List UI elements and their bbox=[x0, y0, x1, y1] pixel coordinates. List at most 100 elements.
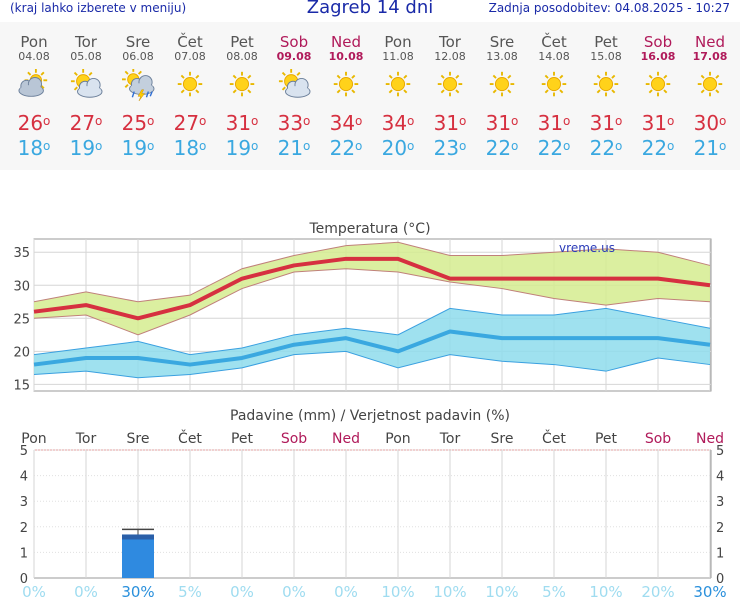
degree-mark: o bbox=[43, 114, 51, 128]
temp-min: 19o bbox=[60, 135, 112, 161]
temp-min: 22o bbox=[320, 135, 372, 161]
sun-icon bbox=[177, 71, 203, 97]
temp-max-value: 31 bbox=[433, 111, 460, 135]
degree-mark: o bbox=[95, 139, 103, 153]
day-name: Ned bbox=[331, 33, 361, 51]
day-date: 10.08 bbox=[328, 50, 364, 63]
band-lower-edge bbox=[33, 350, 711, 379]
day-date: 17.08 bbox=[692, 50, 728, 63]
temp-min-value: 22 bbox=[641, 136, 668, 160]
day-name: Sob bbox=[643, 33, 673, 51]
day-column: Sob 09.08 33o 21o bbox=[268, 22, 320, 161]
day-name: Pet bbox=[230, 33, 254, 51]
temp-max: 31o bbox=[580, 111, 632, 135]
day-date: 07.08 bbox=[174, 50, 206, 63]
temp-max-value: 31 bbox=[641, 111, 668, 135]
y-tick-label: 25 bbox=[13, 312, 30, 327]
day-name: Pon bbox=[384, 33, 412, 51]
daily-forecast-strip: Pon 04.08 26o 18o Tor 05.08 27o 19o Sre 06… bbox=[0, 22, 740, 170]
temp-min-value: 18 bbox=[17, 136, 44, 160]
temp-min: 20o bbox=[372, 135, 424, 161]
degree-mark: o bbox=[199, 114, 207, 128]
day-label: Čet bbox=[542, 429, 566, 447]
temp-min-value: 22 bbox=[537, 136, 564, 160]
precip-probability: 0% bbox=[282, 583, 306, 600]
degree-mark: o bbox=[667, 114, 675, 128]
degree-mark: o bbox=[251, 139, 259, 153]
day-date: 13.08 bbox=[486, 50, 518, 63]
temp-min: 21o bbox=[684, 135, 736, 161]
temp-min-value: 21 bbox=[277, 136, 304, 160]
degree-mark: o bbox=[563, 114, 571, 128]
header-bar: (kraj lahko izberete v meniju) Zagreb 14… bbox=[0, 0, 740, 22]
sun-cloud-icon bbox=[278, 69, 311, 98]
day-date: 06.08 bbox=[122, 50, 154, 63]
sun-icon bbox=[489, 71, 515, 97]
temp-min-value: 18 bbox=[173, 136, 200, 160]
cloud-sun-icon bbox=[18, 69, 48, 97]
degree-mark: o bbox=[147, 139, 155, 153]
day-name: Pet bbox=[594, 33, 618, 51]
day-name: Tor bbox=[75, 33, 97, 51]
temp-min: 19o bbox=[112, 135, 164, 161]
day-label: Pon bbox=[385, 431, 410, 447]
precip-probability: 0% bbox=[230, 583, 254, 600]
precip-probability: 0% bbox=[74, 583, 98, 600]
temp-max: 31o bbox=[476, 111, 528, 135]
day-column: Sre 06.08 25o 19o bbox=[112, 22, 164, 161]
day-column: Pet 15.08 31o 22o bbox=[580, 22, 632, 161]
degree-mark: o bbox=[459, 139, 467, 153]
day-name: Sob bbox=[279, 33, 309, 51]
precip-bar bbox=[122, 534, 154, 578]
day-column: Ned 10.08 34o 22o bbox=[320, 22, 372, 161]
degree-mark: o bbox=[459, 114, 467, 128]
precip-bar-top bbox=[122, 534, 154, 540]
band-lower-edge bbox=[33, 268, 711, 336]
max-temp-range-band bbox=[34, 242, 710, 335]
day-label: Ned bbox=[332, 431, 360, 447]
sun-icon bbox=[437, 71, 463, 97]
degree-mark: o bbox=[407, 114, 415, 128]
temp-max-value: 26 bbox=[17, 111, 44, 135]
day-label: Ned bbox=[696, 431, 724, 447]
page-title: Zagreb 14 dni bbox=[306, 0, 434, 18]
temp-max: 25o bbox=[112, 111, 164, 135]
y-tick-label-left: 4 bbox=[20, 470, 28, 485]
y-tick-label-right: 3 bbox=[716, 495, 724, 510]
day-column: Sre 13.08 31o 22o bbox=[476, 22, 528, 161]
day-column: Tor 12.08 31o 23o bbox=[424, 22, 476, 161]
temp-max: 34o bbox=[320, 111, 372, 135]
max-temp-line bbox=[33, 256, 711, 321]
day-label: Tor bbox=[439, 431, 461, 447]
degree-mark: o bbox=[615, 139, 623, 153]
sun-icon bbox=[697, 71, 723, 97]
degree-mark: o bbox=[303, 139, 311, 153]
temp-max-value: 27 bbox=[173, 111, 200, 135]
temp-min: 22o bbox=[528, 135, 580, 161]
precip-probability: 5% bbox=[178, 583, 202, 600]
degree-mark: o bbox=[719, 139, 727, 153]
degree-mark: o bbox=[43, 139, 51, 153]
temp-min: 22o bbox=[476, 135, 528, 161]
temp-min-value: 22 bbox=[485, 136, 512, 160]
sun-icon bbox=[645, 71, 671, 97]
y-tick-label-left: 1 bbox=[20, 546, 28, 561]
temp-min-value: 21 bbox=[693, 136, 720, 160]
day-label: Pet bbox=[231, 431, 254, 447]
degree-mark: o bbox=[251, 114, 259, 128]
y-tick-label-right: 0 bbox=[716, 572, 724, 587]
temp-max-value: 33 bbox=[277, 111, 304, 135]
degree-mark: o bbox=[147, 114, 155, 128]
day-column: Pon 11.08 34o 20o bbox=[372, 22, 424, 161]
temp-max-value: 34 bbox=[381, 111, 408, 135]
day-column: Čet 14.08 31o 22o bbox=[528, 22, 580, 161]
chart-title: Temperatura (°C) bbox=[308, 221, 430, 237]
day-column: Pon 04.08 26o 18o bbox=[8, 22, 60, 161]
precip-probability: 0% bbox=[22, 583, 46, 600]
precip-probability: 10% bbox=[381, 583, 414, 600]
degree-mark: o bbox=[511, 114, 519, 128]
y-tick-label-left: 3 bbox=[20, 495, 28, 510]
sun-icon bbox=[385, 71, 411, 97]
sun-cloud-icon bbox=[70, 69, 103, 98]
degree-mark: o bbox=[511, 139, 519, 153]
